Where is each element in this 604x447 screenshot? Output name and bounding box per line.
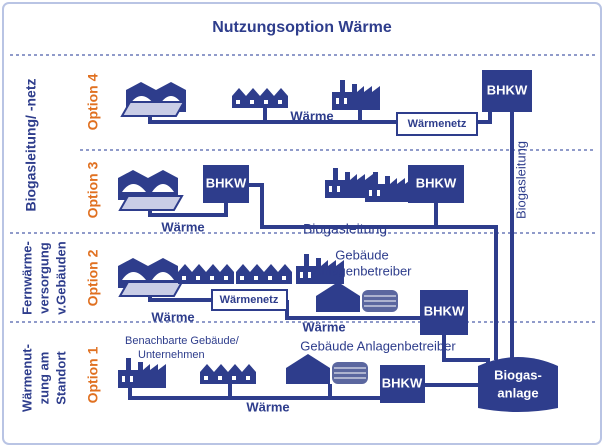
chp-label: BHKW [416,175,457,190]
option-label: Option 2 [85,249,101,306]
heat-label: Wärme [302,319,345,334]
heat-label: Wärme [290,108,333,123]
building-label: Anlagenbetreiber [312,263,412,278]
neighbor-label: Unternehmen [138,349,205,361]
heat-label: Wärme [246,399,289,414]
neighbor-label: Benachbarte Gebäude/ [125,335,240,347]
biogas-plant: Biogas- anlage [478,357,558,412]
option-label: Option 4 [85,73,101,130]
group-label-line: Fernwärme- [19,241,34,315]
chp-label: BHKW [424,303,465,318]
option-label: Option 1 [85,346,101,403]
heat-label: Wärme [161,219,204,234]
title: Nutzungsoption Wärme [212,19,392,36]
pipeline-label: Biogasleitung [513,141,528,219]
pipeline-label: Biogasleitung [303,221,387,237]
group-label-line: v.Gebäuden [53,241,68,315]
group-label: Biogasleitung/ -netz [23,79,39,212]
plant-label: anlage [497,385,538,400]
group-label-line: Standort [53,351,68,405]
diagram: Nutzungsoption Wärme Biogasleitung/ -net… [0,0,604,447]
building-label: Gebäude [335,247,389,262]
chp-label: BHKW [206,175,247,190]
chp-label: BHKW [487,82,528,97]
group-label-line: Wärmenut- [19,344,34,412]
building-label: Gebäude Anlagenbetreiber [300,338,456,353]
group-label-line: versorgung [36,242,51,314]
chp-label: BHKW [382,375,423,390]
network-label: Wärmenetz [408,118,467,130]
option-label: Option 3 [85,161,101,218]
group-label-line: zung am [36,352,51,405]
network-label: Wärmenetz [220,294,279,306]
heat-label: Wärme [151,309,194,324]
plant-label: Biogas- [494,367,542,382]
